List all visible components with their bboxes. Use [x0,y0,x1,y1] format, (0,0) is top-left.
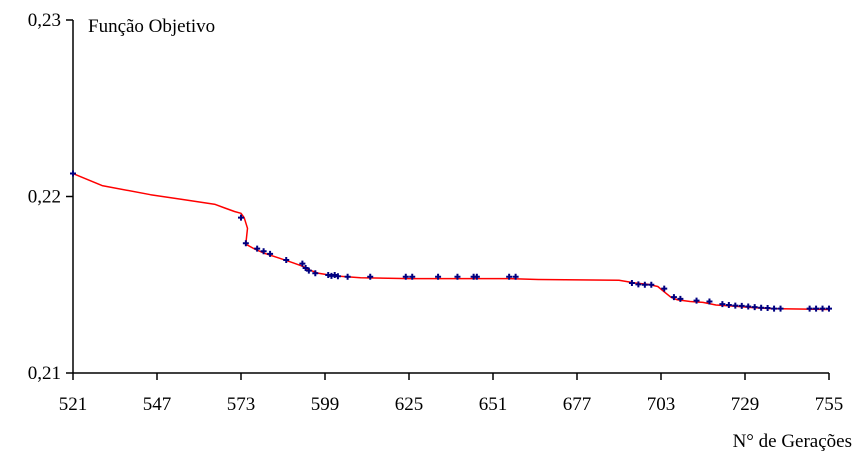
data-point-marker [512,273,519,280]
data-point-marker [732,302,739,309]
data-point-marker [813,305,820,312]
data-point-marker [242,240,249,247]
data-point-marker [641,281,648,288]
data-point-marker [402,273,409,280]
data-point-marker [719,301,726,308]
axes: 0,21 0,22 0,23 521 547 573 599 625 651 677 703 729 7… [28,10,844,415]
data-point-marker [635,281,642,288]
data-point-marker [70,170,76,177]
data-point-marker [628,279,635,286]
data-point-marker [260,248,267,255]
y-tick-label: 0,23 [28,10,61,31]
x-tick-label: 651 [479,394,508,415]
data-point-marker [331,272,338,279]
x-tick-label: 573 [227,394,256,415]
data-point-marker [693,297,700,304]
series-group [70,170,832,312]
data-point-marker [435,273,442,280]
data-point-marker [670,294,677,301]
data-point-marker [312,270,319,277]
y-tick-label: 0,22 [28,187,61,208]
data-point-marker [305,267,312,274]
x-tick-label: 703 [647,394,676,415]
data-point-marker [267,250,274,257]
x-tick-label: 729 [731,394,760,415]
data-point-marker [826,305,832,312]
data-point-marker [771,305,778,312]
data-point-marker [745,303,752,310]
x-tick-label: 625 [395,394,424,415]
x-tick-label: 599 [311,394,340,415]
data-point-marker [334,273,341,280]
y-tick-label: 0,21 [28,363,61,384]
data-point-marker [706,298,713,305]
data-point-marker [819,305,826,312]
data-point-marker [751,304,758,311]
x-tick-label: 521 [59,394,88,415]
data-point-marker [648,281,655,288]
data-point-marker [758,304,765,311]
data-point-marker [299,260,306,267]
data-point-marker [473,273,480,280]
data-point-marker [806,305,813,312]
data-point-marker [661,285,668,292]
data-point-marker [764,305,771,312]
data-point-marker [238,214,244,221]
data-point-marker [344,273,351,280]
data-point-marker [777,305,784,312]
x-tick-label: 755 [815,394,844,415]
data-point-marker [738,302,745,309]
data-point-marker [506,273,513,280]
data-point-marker [454,273,461,280]
data-point-marker [302,264,309,271]
series-line [72,172,830,311]
data-point-marker [254,245,261,252]
x-tick-label: 677 [563,394,592,415]
data-point-marker [367,273,374,280]
x-tick-label: 547 [143,394,172,415]
data-point-marker [677,295,684,302]
data-point-marker [725,302,732,309]
chart-title: Função Objetivo [88,16,215,37]
x-axis-label: N° de Gerações [733,431,852,452]
data-point-marker [283,257,290,264]
data-point-marker [409,273,416,280]
